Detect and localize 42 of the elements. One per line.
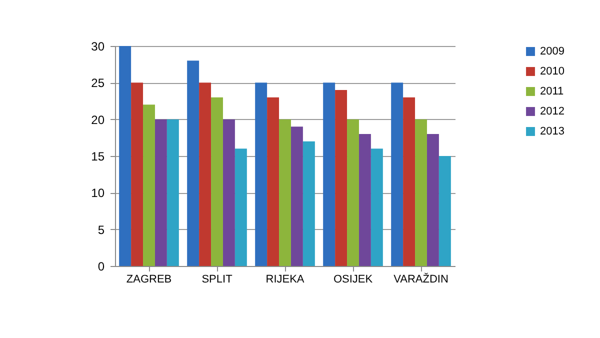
bar — [154, 119, 167, 266]
y-tick-label: 10 — [91, 186, 105, 200]
legend-label: 2009 — [540, 46, 564, 58]
x-tick-label: OSIJEK — [333, 274, 374, 286]
x-tick-label: VARAŽDIN — [394, 272, 448, 286]
y-tick-label: 25 — [91, 76, 105, 90]
legend-label: 2011 — [540, 86, 564, 98]
y-tick-label: 0 — [98, 260, 105, 274]
bar — [211, 97, 223, 266]
bar — [323, 82, 336, 266]
y-tick-label: 20 — [91, 112, 105, 127]
bar — [267, 97, 280, 266]
bar — [426, 134, 439, 266]
bar — [302, 141, 315, 266]
bar — [255, 82, 268, 266]
y-tick-label: 30 — [91, 40, 105, 54]
bar — [415, 119, 427, 266]
bar — [438, 156, 451, 266]
bar — [279, 119, 291, 266]
bar — [290, 126, 303, 266]
legend-label: 2010 — [540, 66, 564, 78]
legend-label: 2012 — [540, 106, 564, 118]
bar — [199, 82, 212, 266]
y-tick-label: 5 — [98, 222, 105, 237]
bar — [391, 82, 404, 266]
bar — [143, 104, 155, 266]
bar — [234, 148, 247, 266]
bar — [187, 60, 200, 266]
x-tick-label: ZAGREB — [126, 274, 172, 286]
y-tick-label: 15 — [91, 150, 105, 164]
bar — [358, 134, 371, 266]
bar — [119, 46, 132, 266]
bar — [370, 148, 383, 266]
bar — [347, 119, 359, 266]
legend-label: 2013 — [540, 126, 564, 138]
bar — [403, 97, 416, 266]
bar — [166, 119, 179, 266]
bar — [131, 82, 144, 266]
x-tick-label: SPLIT — [202, 274, 233, 286]
x-tick-label: RIJEKA — [266, 274, 305, 286]
bar — [222, 119, 235, 266]
bar — [335, 90, 348, 266]
